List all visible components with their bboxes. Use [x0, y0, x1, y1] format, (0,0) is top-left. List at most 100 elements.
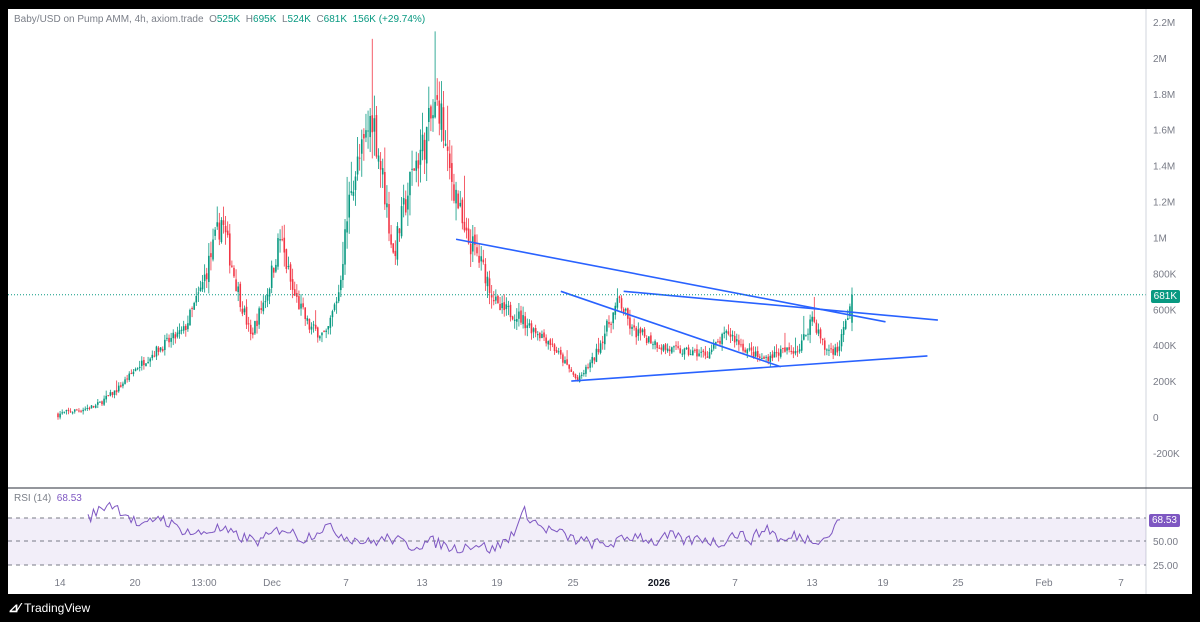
- tradingview-logo-icon: ⊿⁄: [8, 600, 20, 615]
- candle-body: [738, 340, 740, 345]
- price-axis-label: 200K: [1153, 377, 1177, 388]
- price-axis-label: 1.2M: [1153, 198, 1175, 209]
- candle-body: [618, 296, 621, 299]
- candle-body: [570, 369, 573, 372]
- candle-body: [754, 351, 757, 357]
- candle-body: [689, 354, 692, 356]
- candle-body: [421, 134, 424, 152]
- candle-body: [287, 265, 290, 267]
- symbol-label: Baby/USD on Pump AMM, 4h, axiom.trade: [14, 14, 204, 25]
- candle-body: [549, 339, 552, 346]
- candle-body: [151, 354, 154, 359]
- rsi-legend[interactable]: RSI (14) 68.53: [14, 493, 82, 504]
- tradingview-logo[interactable]: ⊿⁄ TradingView: [8, 600, 90, 616]
- candle-body: [687, 347, 690, 355]
- candle-body: [652, 344, 654, 346]
- candle-body: [702, 350, 705, 353]
- price-axis-label: 400K: [1153, 341, 1177, 352]
- candle-body: [310, 326, 313, 330]
- candle-body: [597, 348, 600, 353]
- candle-body: [721, 333, 723, 345]
- candle-body: [61, 412, 63, 414]
- candle-body: [128, 373, 131, 381]
- candles-layer: [57, 31, 853, 420]
- candle-body: [545, 337, 547, 344]
- candle-body: [153, 355, 156, 357]
- candle-body: [717, 341, 719, 343]
- candle-body: [262, 302, 265, 312]
- candle-body: [321, 332, 323, 336]
- candle-body: [536, 334, 539, 336]
- candle-body: [335, 301, 338, 304]
- candle-body: [612, 312, 614, 324]
- candle-body: [446, 146, 449, 151]
- candle-body: [591, 356, 594, 364]
- time-axis-label: 13:00: [191, 578, 216, 589]
- candle-body: [306, 318, 309, 321]
- candle-body: [480, 256, 482, 262]
- candle-body: [461, 199, 464, 224]
- candle-body: [524, 316, 526, 329]
- candle-body: [679, 348, 682, 354]
- candle-body: [398, 228, 401, 234]
- candle-body: [260, 308, 263, 310]
- candle-body: [666, 348, 669, 352]
- candle-body: [337, 292, 340, 302]
- candle-body: [490, 294, 493, 298]
- candle-body: [683, 348, 686, 355]
- candle-body: [143, 359, 145, 366]
- candle-body: [141, 360, 143, 366]
- candle-body: [291, 279, 294, 290]
- candle-body: [807, 333, 809, 335]
- candle-body: [342, 264, 344, 281]
- candle-body: [109, 392, 112, 396]
- footer-bar: ⊿⁄ TradingView: [0, 594, 1200, 622]
- symbol-legend[interactable]: Baby/USD on Pump AMM, 4h, axiom.trade O5…: [14, 14, 425, 25]
- candle-body: [358, 157, 361, 159]
- candle-body: [377, 155, 380, 162]
- candle-body: [369, 115, 371, 138]
- candle-body: [394, 250, 397, 257]
- candle-body: [557, 351, 560, 353]
- rsi-line: [87, 501, 841, 554]
- candle-body: [111, 392, 114, 395]
- candle-body: [746, 349, 749, 354]
- candle-body: [585, 366, 587, 374]
- time-axis-label: 14: [54, 578, 66, 589]
- candle-body: [851, 294, 853, 323]
- candle-body: [117, 385, 120, 392]
- candle-body: [499, 303, 501, 311]
- candle-body: [224, 225, 227, 233]
- candle-body: [59, 413, 61, 418]
- candle-body: [94, 405, 97, 408]
- candle-body: [428, 107, 430, 123]
- time-axis-label: 25: [567, 578, 579, 589]
- candle-body: [516, 318, 518, 322]
- candle-body: [323, 330, 325, 332]
- time-axis-label: 13: [416, 578, 428, 589]
- trendlines-layer: [455, 238, 938, 382]
- trendline: [560, 290, 782, 368]
- time-axis-label: 7: [343, 578, 349, 589]
- open-value: 525K: [216, 14, 241, 25]
- candle-body: [384, 171, 386, 205]
- candle-body: [172, 332, 175, 339]
- candle-body: [492, 299, 495, 302]
- candle-body: [419, 149, 422, 165]
- candle-body: [497, 295, 499, 304]
- candle-body: [289, 264, 292, 282]
- price-chart[interactable]: 2.2M 2M 1.8M 1.6M 1.4M 1.2M 1M 800K 600K 400K 200K…: [8, 9, 1192, 594]
- candle-body: [220, 220, 223, 242]
- candle-body: [668, 349, 671, 352]
- candle-body: [800, 340, 803, 351]
- candle-body: [476, 247, 478, 254]
- candle-body: [400, 206, 403, 237]
- candle-body: [725, 330, 728, 333]
- candle-body: [331, 311, 334, 318]
- rsi-value-tag: 68.53: [1148, 514, 1180, 527]
- price-axis-label: 0: [1153, 413, 1159, 424]
- price-axis-label: 800K: [1153, 269, 1177, 280]
- candle-body: [233, 267, 235, 277]
- candle-body: [616, 298, 619, 308]
- candle-body: [520, 310, 522, 323]
